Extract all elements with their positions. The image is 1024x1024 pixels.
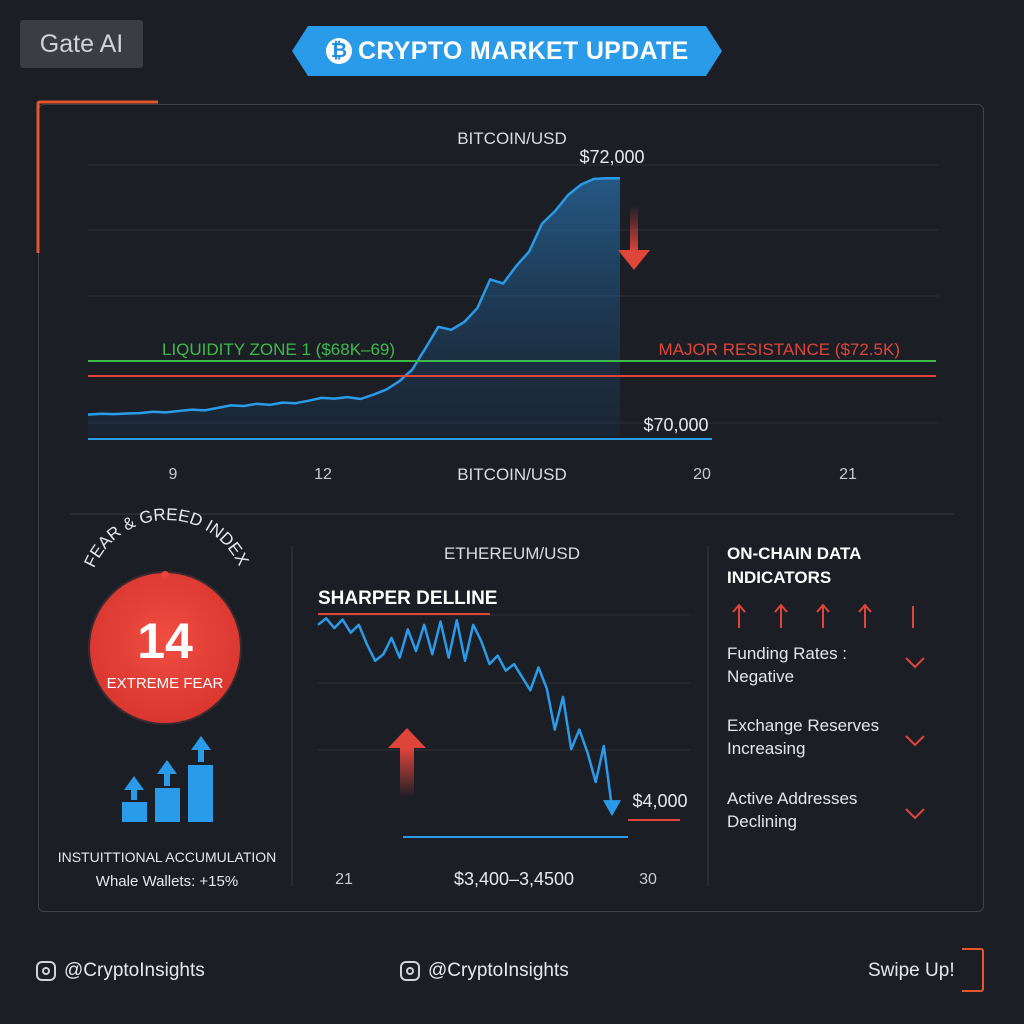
eth-x-tick: 30: [639, 871, 657, 888]
fear-greed-value: 14: [137, 613, 193, 669]
whale-wallets-label: Whale Wallets: +15%: [96, 873, 238, 890]
fear-greed-title: FEAR & GREED INDEX: [80, 505, 252, 570]
eth-gridlines: [318, 614, 690, 751]
onchain-item-value: Increasing: [727, 739, 806, 758]
eth-range-label: $3,400–3,4500: [454, 869, 574, 889]
eth-price-series: [317, 617, 621, 817]
dashboard-panel: [38, 104, 984, 912]
btc-x-tick: 21: [839, 466, 857, 483]
btc-peak-label: $72,000: [579, 147, 644, 167]
btc-x-tick: 12: [314, 466, 332, 483]
btc-x-tick: 20: [693, 466, 711, 483]
onchain-item-reserves: Exchange Reserves Increasing: [727, 714, 927, 760]
eth-chart-title: ETHEREUM/USD: [444, 544, 580, 563]
btc-area: [88, 178, 620, 436]
fear-greed-label: EXTREME FEAR: [107, 675, 224, 692]
btc-x-tick: 9: [169, 466, 178, 483]
liquidity-zone-label: LIQUIDITY ZONE 1 ($68K–69): [162, 340, 395, 359]
eth-up-arrow-icon: [388, 728, 426, 798]
onchain-arrows-icon: [732, 603, 914, 628]
instagram-icon: [36, 961, 56, 981]
footer-handle-text: @CryptoInsights: [64, 960, 205, 981]
bitcoin-icon: ₿: [326, 38, 352, 64]
swipe-bracket-decoration: [962, 948, 984, 992]
onchain-item-label: Active Addresses: [727, 789, 858, 808]
corner-accent: [36, 100, 158, 253]
swipe-up-link[interactable]: Swipe Up!: [868, 960, 955, 981]
onchain-item-label: Funding Rates :: [727, 644, 848, 663]
eth-price-label: $4,000: [632, 791, 687, 811]
btc-down-arrow-icon: [618, 205, 650, 270]
eth-end-arrow-icon: [603, 800, 621, 817]
accumulation-bars-icon: [122, 736, 213, 822]
eth-x-tick: 21: [335, 871, 353, 888]
gauge-marker: [161, 571, 169, 579]
onchain-item-funding: Funding Rates : Negative: [727, 642, 927, 688]
onchain-title: ON-CHAIN DATA: [727, 544, 861, 563]
footer-handle-mid[interactable]: @CryptoInsights: [400, 960, 569, 982]
btc-chart-title: BITCOIN/USD: [457, 129, 567, 148]
page-title: CRYPTO MARKET UPDATE: [358, 37, 689, 65]
onchain-title: INDICATORS: [727, 568, 831, 587]
footer-handle-left[interactable]: @CryptoInsights: [36, 960, 205, 982]
onchain-item-label: Exchange Reserves: [727, 716, 880, 735]
sharper-decline-label: SHARPER DELLINE: [318, 588, 497, 609]
btc-base-label: $70,000: [643, 415, 708, 435]
onchain-item-addresses: Active Addresses Declining: [727, 787, 927, 833]
title-banner: [292, 26, 722, 76]
institutional-title: INSTUITTIONAL ACCUMULATION: [58, 849, 277, 865]
btc-line: [87, 176, 620, 416]
onchain-item-value: Declining: [727, 812, 797, 831]
eth-line: [317, 617, 614, 809]
btc-price-series: [87, 176, 620, 436]
onchain-item-value: Negative: [727, 667, 795, 686]
instagram-icon: [400, 961, 420, 981]
btc-axis-title: BITCOIN/USD: [457, 465, 567, 484]
resistance-label: MAJOR RESISTANCE ($72.5K): [658, 340, 900, 359]
footer-handle-text: @CryptoInsights: [428, 960, 569, 981]
brand-logo: Gate AI: [20, 20, 143, 68]
chevron-down-icon: [905, 657, 925, 820]
